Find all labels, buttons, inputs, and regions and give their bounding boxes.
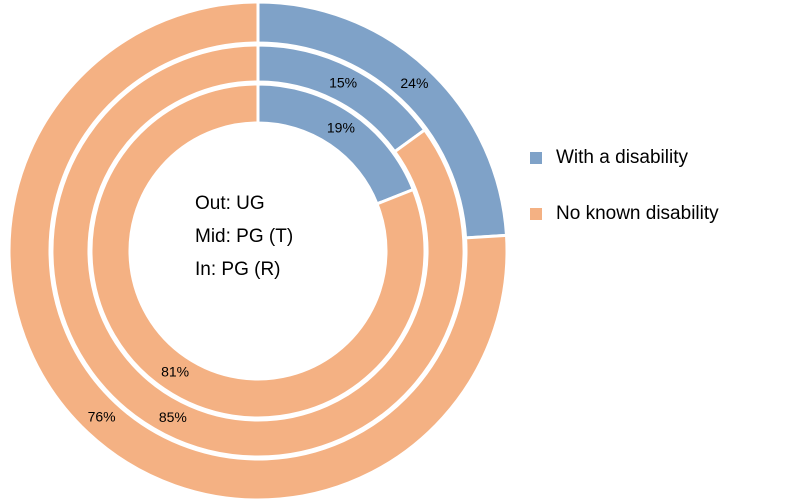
data-label: 81% bbox=[161, 364, 189, 380]
donut-segment bbox=[89, 82, 427, 420]
donut-segment bbox=[7, 0, 509, 502]
data-label: 15% bbox=[329, 75, 357, 91]
center-annotation: Out: UG bbox=[195, 193, 265, 214]
data-label: 19% bbox=[327, 120, 355, 136]
data-label: 76% bbox=[88, 408, 116, 424]
donut-segment bbox=[50, 43, 466, 459]
legend-label: No known disability bbox=[556, 203, 719, 224]
legend-swatch bbox=[530, 152, 542, 164]
center-annotation: In: PG (R) bbox=[195, 259, 281, 280]
legend-swatch bbox=[530, 208, 542, 220]
data-label: 24% bbox=[400, 75, 428, 91]
center-annotation: Mid: PG (T) bbox=[195, 226, 293, 247]
legend-label: With a disability bbox=[556, 147, 688, 168]
data-label: 85% bbox=[159, 409, 187, 425]
